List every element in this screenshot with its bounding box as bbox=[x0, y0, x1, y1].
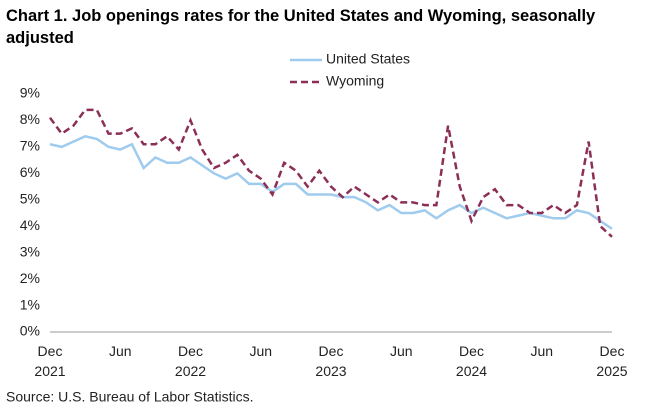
series-line bbox=[48, 108, 613, 238]
x-tick-label: Dec 2025 bbox=[596, 343, 627, 379]
y-tick-label: 6% bbox=[20, 164, 40, 180]
x-tick-label: Dec 2021 bbox=[34, 343, 65, 379]
x-tick-label: Dec 2022 bbox=[175, 343, 206, 379]
y-tick-label: 3% bbox=[20, 243, 40, 259]
y-tick-label: 9% bbox=[20, 85, 40, 101]
y-tick-label: 1% bbox=[20, 296, 40, 312]
y-tick-label: 4% bbox=[20, 217, 40, 233]
x-tick-label: Dec 2023 bbox=[315, 343, 346, 379]
x-tick-label: Jun bbox=[109, 343, 132, 359]
x-tick-label: Dec 2024 bbox=[456, 343, 487, 379]
x-tick-label: Jun bbox=[249, 343, 272, 359]
legend-label: United States bbox=[326, 51, 410, 67]
chart-title: Chart 1. Job openings rates for the Unit… bbox=[6, 7, 596, 47]
y-tick-label: 8% bbox=[20, 111, 40, 127]
x-tick-label: Jun bbox=[390, 343, 413, 359]
y-tick-label: 7% bbox=[20, 138, 40, 154]
legend-label: Wyoming bbox=[326, 73, 384, 89]
y-tick-label: 5% bbox=[20, 190, 40, 206]
y-tick-label: 2% bbox=[20, 270, 40, 286]
x-tick-label: Jun bbox=[530, 343, 553, 359]
source: Source: U.S. Bureau of Labor Statistics. bbox=[6, 389, 253, 405]
series-line bbox=[49, 134, 613, 230]
y-tick-label: 0% bbox=[20, 323, 40, 339]
